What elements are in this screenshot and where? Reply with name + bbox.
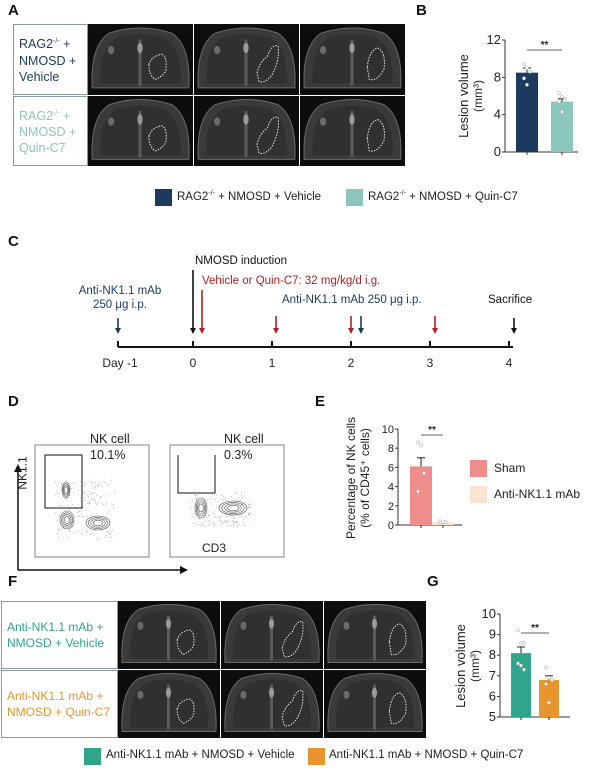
- ylabel-line1: Lesion volume: [457, 41, 471, 151]
- panel-label-d: D: [8, 393, 19, 410]
- svg-text:Day -1: Day -1: [102, 356, 138, 370]
- legend-text-antinK-quin: Anti-NK1.1 mAb + NMOSD + Quin-C7: [329, 749, 523, 761]
- svg-text:8: 8: [494, 69, 501, 84]
- mri-brain-image: [194, 96, 299, 166]
- svg-text:2: 2: [388, 501, 394, 513]
- label-sup: -/-: [53, 110, 60, 117]
- svg-text:6: 6: [489, 688, 496, 703]
- label-text: Quin-C7: [19, 140, 87, 156]
- svg-text:4: 4: [388, 482, 394, 494]
- svg-text:12: 12: [487, 32, 501, 47]
- panel-label-f: F: [8, 573, 17, 590]
- mri-brain-image: [88, 24, 193, 95]
- legend-swatch-antinK-vehicle: [84, 748, 101, 765]
- svg-text:8: 8: [388, 443, 394, 455]
- bar: [410, 466, 432, 525]
- svg-text:**: **: [428, 425, 436, 436]
- svg-text:4: 4: [506, 356, 513, 370]
- svg-text:0: 0: [190, 356, 197, 370]
- svg-text:1: 1: [269, 356, 276, 370]
- label-text: RAG2: [19, 38, 53, 52]
- label-text: NMOSD +: [19, 124, 87, 140]
- legend-swatch-antinK: [470, 486, 487, 503]
- svg-text:3: 3: [427, 356, 434, 370]
- timeline: Day -1 0 1 2 3 4: [0, 250, 600, 370]
- legend-text-quin: RAG2-/- + NMOSD + Quin-C7: [368, 190, 518, 203]
- panel-label-a: A: [8, 2, 19, 19]
- svg-text:**: **: [541, 40, 549, 51]
- svg-text:2: 2: [348, 356, 355, 370]
- mri-brain-image: [300, 24, 405, 95]
- legend-text-vehicle: RAG2-/- + NMOSD + Vehicle: [177, 190, 321, 203]
- svg-text:5: 5: [489, 709, 496, 724]
- legend-text-sham: Sham: [494, 461, 525, 475]
- panel-f-row1-label: Anti-NK1.1 mAb + NMOSD + Vehicle: [1, 601, 118, 669]
- mri-brain-image: [88, 96, 193, 166]
- label-text: NMOSD +: [19, 53, 87, 69]
- mri-brain-image: [324, 670, 426, 738]
- chart-b: 0 4 8 12 **: [470, 30, 600, 170]
- mri-brain-image: [118, 601, 220, 669]
- panel-label-g: G: [427, 573, 439, 590]
- mri-brain-image: [324, 601, 426, 669]
- panel-label-e: E: [315, 393, 325, 410]
- legend-swatch-antinK-quin: [308, 748, 325, 765]
- panel-a-row2-label: RAG2-/- + NMOSD + Quin-C7: [13, 96, 88, 166]
- panel-f-row2-label: Anti-NK1.1 mAb + NMOSD + Quin-C7: [1, 670, 118, 738]
- svg-text:10: 10: [482, 606, 496, 621]
- panel-label-b: B: [416, 2, 427, 19]
- svg-text:9: 9: [489, 627, 496, 642]
- flow-gate-label-2: NK cell 0.3%: [224, 431, 264, 463]
- svg-text:4: 4: [494, 107, 501, 122]
- label-text: Vehicle: [19, 69, 87, 85]
- panel-a-row1-label: RAG2-/- + NMOSD + Vehicle: [13, 24, 88, 95]
- legend-swatch-quin: [346, 189, 363, 206]
- bar: [539, 680, 559, 717]
- legend-text-antinK: Anti-NK1.1 mAb: [494, 487, 580, 501]
- flow-cytometry-plots: [0, 410, 320, 580]
- legend-swatch-vehicle: [155, 189, 172, 206]
- label-text: +: [60, 38, 71, 52]
- flow-y-axis-label: NK1.1: [16, 456, 30, 489]
- label-text: +: [60, 109, 71, 123]
- chart-e: 0 2 4 6 8 10 **: [370, 420, 470, 540]
- panel-label-c: C: [8, 233, 19, 250]
- mri-brain-image: [221, 670, 323, 738]
- label-text: RAG2: [19, 109, 53, 123]
- svg-text:10: 10: [382, 424, 394, 436]
- mri-brain-image: [118, 670, 220, 738]
- svg-text:0: 0: [388, 520, 394, 532]
- mri-brain-image: [221, 601, 323, 669]
- svg-text:8: 8: [489, 647, 496, 662]
- svg-text:7: 7: [489, 668, 496, 683]
- label-sup: -/-: [53, 38, 60, 45]
- flow-gate-label-1: NK cell 10.1%: [90, 431, 130, 463]
- svg-text:6: 6: [388, 462, 394, 474]
- svg-text:0: 0: [494, 144, 501, 159]
- mri-brain-image: [194, 24, 299, 95]
- legend-swatch-sham: [470, 460, 487, 477]
- bar: [511, 653, 531, 717]
- bar: [551, 102, 573, 152]
- flow-x-axis-label: CD3: [202, 541, 226, 555]
- mri-brain-image: [300, 96, 405, 166]
- chart-g: 5 6 7 8 9 10 **: [470, 600, 600, 730]
- legend-text-antinK-vehicle: Anti-NK1.1 mAb + NMOSD + Vehicle: [106, 749, 295, 761]
- svg-text:**: **: [531, 623, 539, 634]
